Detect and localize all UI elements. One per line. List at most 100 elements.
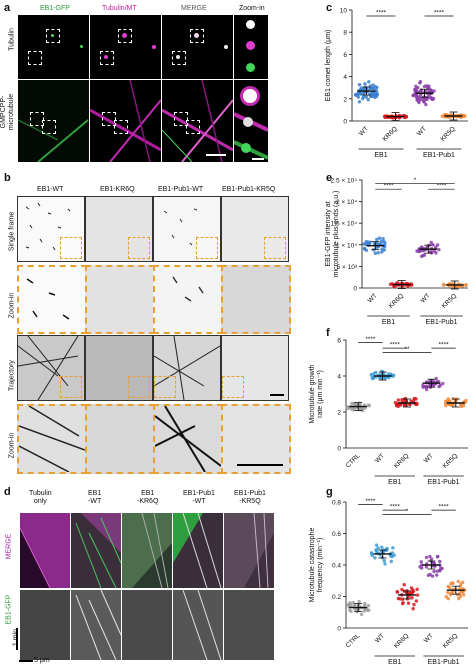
sig-label: ****	[365, 336, 376, 343]
col-label-d-eb1pub1-wt: EB1-Pub1 -WT	[183, 490, 215, 505]
row-label-zoom-in-2: Zoom-in	[8, 432, 16, 459]
x-tick-label: KR6Q	[388, 292, 405, 309]
data-point	[370, 93, 374, 97]
data-point	[415, 98, 419, 102]
image-b-single-eb1-kr6q	[85, 196, 153, 262]
data-point	[400, 597, 405, 601]
data-point	[421, 253, 425, 258]
data-point	[435, 573, 439, 577]
data-point	[353, 402, 358, 406]
data-point	[438, 559, 442, 564]
data-point	[349, 407, 353, 411]
image-b-zoom2-eb1pub1-wt	[153, 404, 223, 474]
y-tick-label: 1 × 10⁴	[336, 242, 357, 249]
data-point	[424, 102, 428, 107]
data-point	[386, 372, 391, 376]
data-point	[415, 587, 419, 592]
sig-label: **	[404, 346, 410, 353]
group-label: EB1-Pub1	[428, 479, 460, 486]
group-label: EB1-Pub1	[426, 319, 458, 325]
image-a-eb1-gmpcpp	[18, 80, 89, 162]
image-a-zoom-tubulin	[234, 15, 268, 79]
sig-label: *	[414, 177, 417, 184]
data-point	[389, 559, 393, 564]
data-point	[402, 583, 406, 587]
data-point	[373, 251, 378, 255]
y-tick-label: 0	[353, 286, 357, 293]
data-point	[417, 100, 421, 105]
data-point	[375, 237, 379, 242]
group-label: EB1	[388, 479, 401, 486]
data-point	[374, 94, 379, 99]
data-point	[412, 602, 416, 607]
y-tick-label: 0.4	[332, 563, 341, 570]
image-b-zoom1-eb1pub1-kr5q	[221, 265, 291, 334]
data-point	[414, 95, 419, 99]
y-axis-label: frequency (min⁻¹)	[317, 538, 324, 593]
y-tick-label: 0	[337, 626, 341, 633]
data-point	[461, 593, 466, 597]
chart-f: 0 2 4 6 Microtubule growth rate (μm min⁻¹) CTR…	[309, 336, 468, 486]
data-point	[448, 592, 453, 597]
x-tick-label: KR5Q	[442, 632, 459, 649]
x-tick-label: WT	[416, 125, 428, 137]
data-point	[374, 543, 379, 547]
col-label-d-eb1-wt: EB1 -WT	[88, 490, 102, 505]
data-point	[458, 584, 463, 589]
y-tick-label: 5 × 10³	[337, 264, 358, 271]
y-tick-label: 0.2	[332, 594, 341, 601]
data-point	[432, 569, 436, 574]
data-point	[357, 83, 362, 87]
x-tick-label: KR5Q	[439, 125, 456, 142]
panel-label-g: g	[326, 486, 333, 498]
y-axis-label: microtubule plus-ends (a.u.)	[333, 191, 340, 278]
y-axis-label: EB1 comet length (μm)	[325, 30, 332, 102]
data-point	[396, 398, 401, 402]
data-point	[410, 596, 414, 600]
data-point	[446, 397, 450, 401]
kymo-merge-tubulin-only	[20, 513, 70, 588]
image-b-traj-eb1-kr6q	[85, 335, 153, 401]
data-point	[434, 377, 438, 381]
data-point	[432, 383, 436, 387]
data-point	[446, 584, 450, 589]
panel-label-a: a	[4, 2, 11, 14]
image-a-merge-tubulin	[162, 15, 233, 79]
data-point	[380, 545, 384, 549]
data-point	[400, 601, 405, 606]
row-label-trajectory: Trajectory	[8, 360, 16, 391]
data-point	[403, 403, 408, 407]
data-point	[441, 381, 445, 386]
space-scale-label: 5 μm	[34, 657, 50, 664]
kymo-gfp-eb1-kr6q	[122, 590, 172, 660]
group-label: EB1-Pub1	[428, 659, 460, 666]
panel-label-f: f	[326, 327, 330, 339]
image-b-zoom2-eb1pub1-kr5q	[221, 404, 291, 474]
data-point	[379, 239, 383, 244]
data-point	[367, 241, 372, 246]
x-tick-label: WT	[423, 632, 435, 644]
data-point	[398, 597, 402, 601]
data-point	[381, 236, 385, 241]
sig-label: ****	[439, 504, 450, 511]
data-point	[430, 97, 435, 102]
data-point	[444, 403, 448, 408]
data-point	[359, 612, 364, 617]
panel-label-e: e	[326, 172, 333, 184]
data-point	[413, 87, 417, 92]
y-tick-label: 1.5 × 10⁴	[331, 221, 358, 228]
data-point	[363, 82, 367, 86]
data-point	[446, 596, 450, 601]
sig-label: ****	[434, 10, 445, 17]
x-tick-label: KR5Q	[442, 452, 459, 469]
image-b-zoom1-eb1-wt	[17, 265, 87, 334]
data-point	[422, 84, 427, 89]
data-point	[464, 283, 468, 287]
data-point	[409, 590, 414, 594]
data-point	[351, 600, 355, 605]
image-b-zoom2-eb1-wt	[17, 404, 87, 474]
data-point	[380, 247, 384, 251]
group-label: EB1-Pub1	[423, 152, 455, 159]
image-b-traj-eb1-wt	[17, 335, 85, 401]
data-point	[415, 249, 419, 253]
